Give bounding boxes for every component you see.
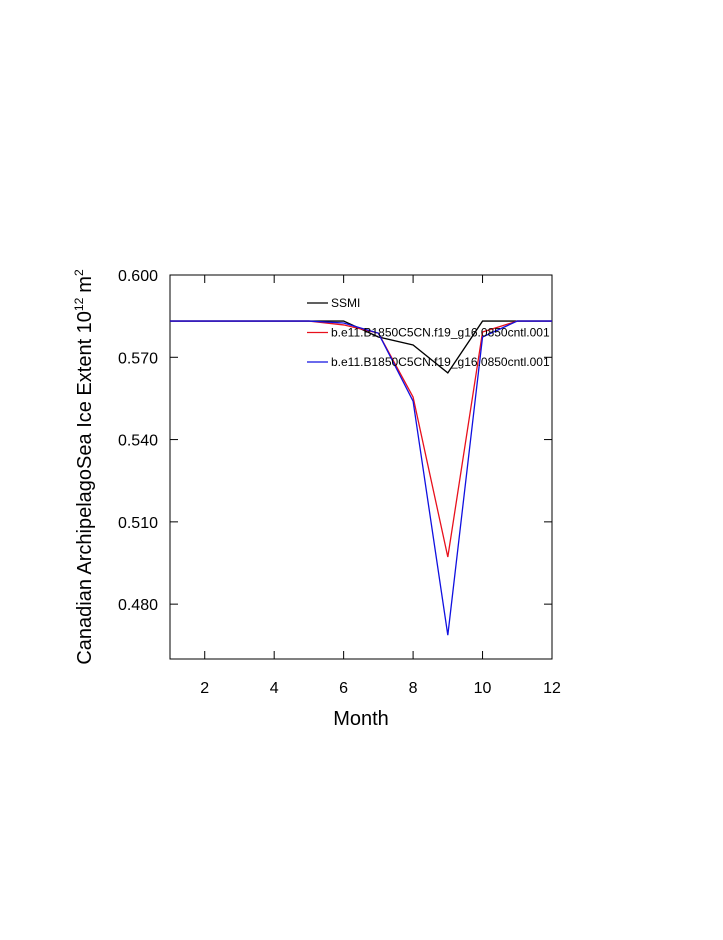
- y-tick-label: 0.600: [118, 268, 158, 285]
- y-tick-label: 0.510: [118, 515, 158, 532]
- y-tick-label: 0.540: [118, 433, 158, 450]
- plot-frame: [169, 274, 553, 660]
- series-line: [170, 320, 552, 636]
- y-label-unit-exp: 2: [72, 269, 86, 276]
- y-axis-title: Canadian ArchipelagoSea Ice Extent 1012 m…: [72, 269, 96, 665]
- x-axis-title: Month: [333, 708, 389, 730]
- y-label-unit: m: [74, 276, 96, 293]
- legend-label: SSMI: [331, 296, 360, 310]
- legend-label: b.e11.B1850C5CN.f19_g16.0850cntl.001: [331, 326, 550, 340]
- x-tick-label: 12: [543, 680, 561, 697]
- x-tick-label: 6: [339, 680, 348, 697]
- legend-label: b.e11.B1850C5CN.f19_g16.0850cntl.001: [331, 355, 550, 369]
- y-tick-label: 0.570: [118, 350, 158, 367]
- x-tick-label: 10: [474, 680, 492, 697]
- x-tick-label: 8: [409, 680, 418, 697]
- x-tick-label: 2: [200, 680, 209, 697]
- y-tick-label: 0.480: [118, 597, 158, 614]
- y-label-exp: 12: [72, 297, 86, 311]
- x-tick-label: 4: [270, 680, 279, 697]
- y-label: Canadian ArchipelagoSea Ice Extent 10: [74, 311, 96, 665]
